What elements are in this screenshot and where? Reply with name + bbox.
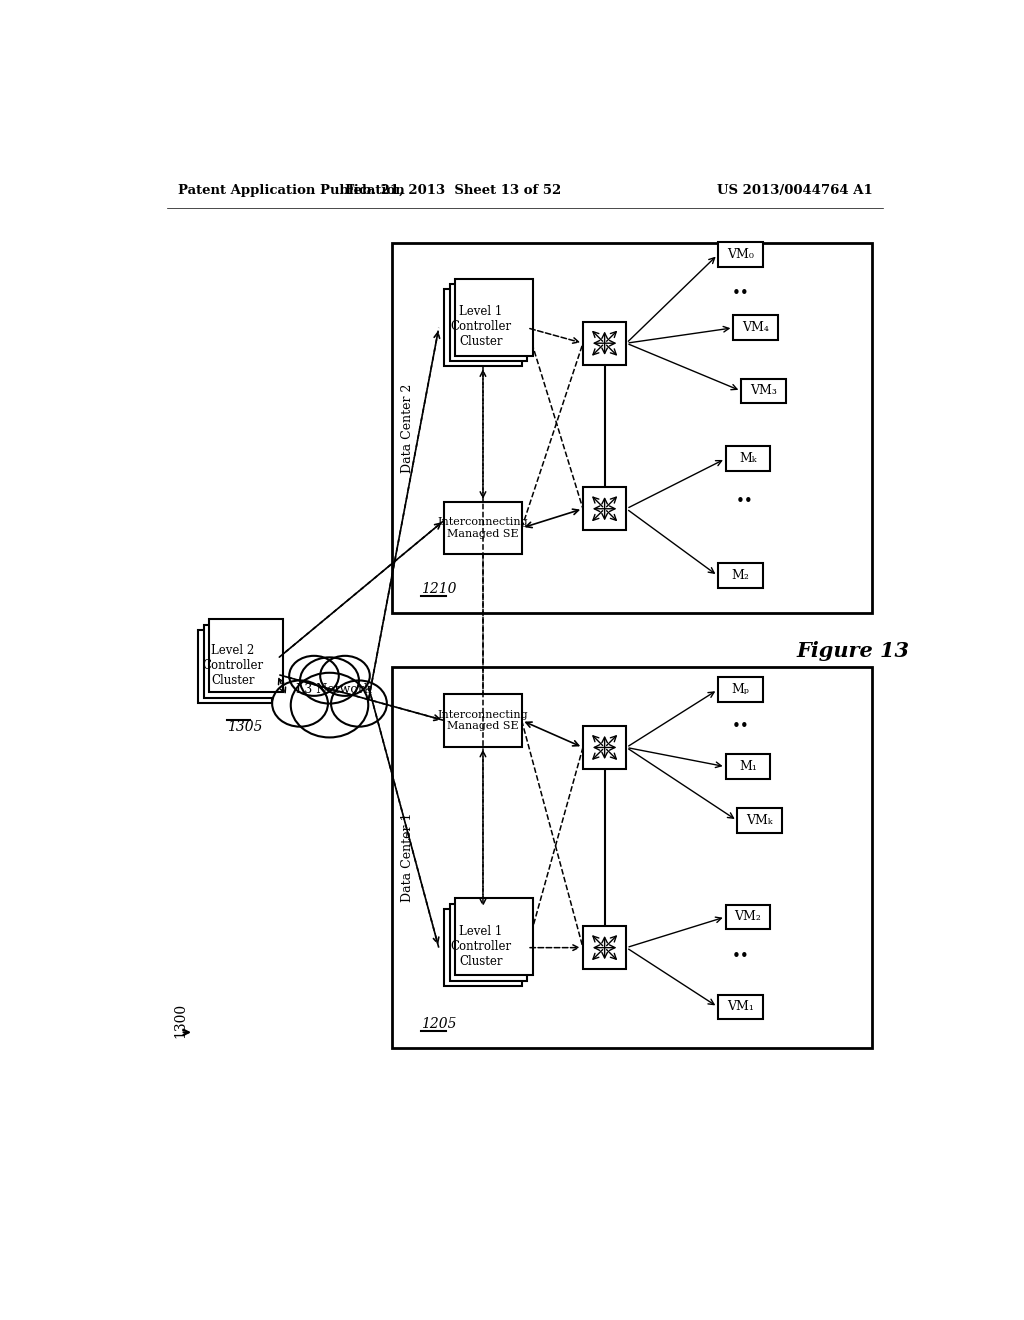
Text: L3 Network: L3 Network — [296, 684, 371, 696]
Text: Data Center 2: Data Center 2 — [400, 383, 414, 473]
Text: VM₂: VM₂ — [734, 911, 762, 924]
FancyBboxPatch shape — [198, 630, 271, 704]
Ellipse shape — [321, 656, 370, 696]
FancyBboxPatch shape — [733, 315, 778, 341]
Ellipse shape — [331, 681, 387, 726]
Text: Level 1
Controller
Cluster: Level 1 Controller Cluster — [451, 924, 511, 968]
Text: VM₀: VM₀ — [727, 248, 754, 261]
FancyBboxPatch shape — [583, 927, 627, 969]
FancyBboxPatch shape — [726, 446, 770, 471]
Ellipse shape — [300, 657, 359, 704]
Text: ••: •• — [735, 494, 753, 508]
FancyBboxPatch shape — [718, 677, 763, 702]
Text: VM₄: VM₄ — [742, 321, 769, 334]
Text: VM₁: VM₁ — [727, 1001, 754, 1014]
Text: Interconnecting
Managed SE: Interconnecting Managed SE — [437, 517, 528, 539]
FancyBboxPatch shape — [450, 284, 527, 360]
FancyBboxPatch shape — [391, 243, 872, 612]
FancyBboxPatch shape — [718, 564, 763, 589]
FancyBboxPatch shape — [583, 322, 627, 364]
Ellipse shape — [289, 656, 339, 696]
FancyBboxPatch shape — [455, 279, 532, 355]
Text: ••: •• — [731, 719, 750, 734]
FancyBboxPatch shape — [444, 502, 521, 554]
FancyBboxPatch shape — [455, 899, 532, 975]
FancyBboxPatch shape — [718, 995, 763, 1019]
FancyBboxPatch shape — [726, 755, 770, 779]
FancyBboxPatch shape — [204, 624, 278, 698]
Text: Patent Application Publication: Patent Application Publication — [178, 185, 406, 197]
FancyBboxPatch shape — [209, 619, 283, 693]
FancyBboxPatch shape — [737, 808, 782, 833]
Text: M₂: M₂ — [731, 569, 750, 582]
Text: VMₖ: VMₖ — [746, 814, 773, 828]
FancyBboxPatch shape — [583, 487, 627, 531]
FancyBboxPatch shape — [444, 289, 521, 367]
Ellipse shape — [291, 673, 369, 738]
Text: VM₃: VM₃ — [750, 384, 777, 397]
Text: Data Center 1: Data Center 1 — [400, 812, 414, 902]
FancyBboxPatch shape — [718, 243, 763, 267]
FancyBboxPatch shape — [450, 904, 527, 981]
Text: 1205: 1205 — [421, 1016, 457, 1031]
Text: Feb. 21, 2013  Sheet 13 of 52: Feb. 21, 2013 Sheet 13 of 52 — [345, 185, 561, 197]
Text: Level 2
Controller
Cluster: Level 2 Controller Cluster — [202, 644, 263, 686]
Text: Mₚ: Mₚ — [731, 684, 750, 696]
Text: M₁: M₁ — [739, 760, 757, 774]
FancyBboxPatch shape — [583, 726, 627, 770]
Ellipse shape — [272, 681, 328, 726]
Text: ••: •• — [731, 285, 750, 301]
Text: 1210: 1210 — [421, 582, 457, 595]
Text: Level 1
Controller
Cluster: Level 1 Controller Cluster — [451, 305, 511, 347]
Text: ••: •• — [731, 949, 750, 965]
Text: Figure 13: Figure 13 — [796, 642, 909, 661]
FancyBboxPatch shape — [726, 904, 770, 929]
Text: 1305: 1305 — [227, 721, 263, 734]
Text: Mₖ: Mₖ — [739, 453, 757, 465]
FancyBboxPatch shape — [391, 667, 872, 1048]
Text: Interconnecting
Managed SE: Interconnecting Managed SE — [437, 710, 528, 731]
FancyBboxPatch shape — [444, 694, 521, 747]
FancyBboxPatch shape — [444, 909, 521, 986]
FancyBboxPatch shape — [741, 379, 786, 404]
Text: US 2013/0044764 A1: US 2013/0044764 A1 — [717, 185, 872, 197]
Text: 1300: 1300 — [174, 1003, 187, 1038]
